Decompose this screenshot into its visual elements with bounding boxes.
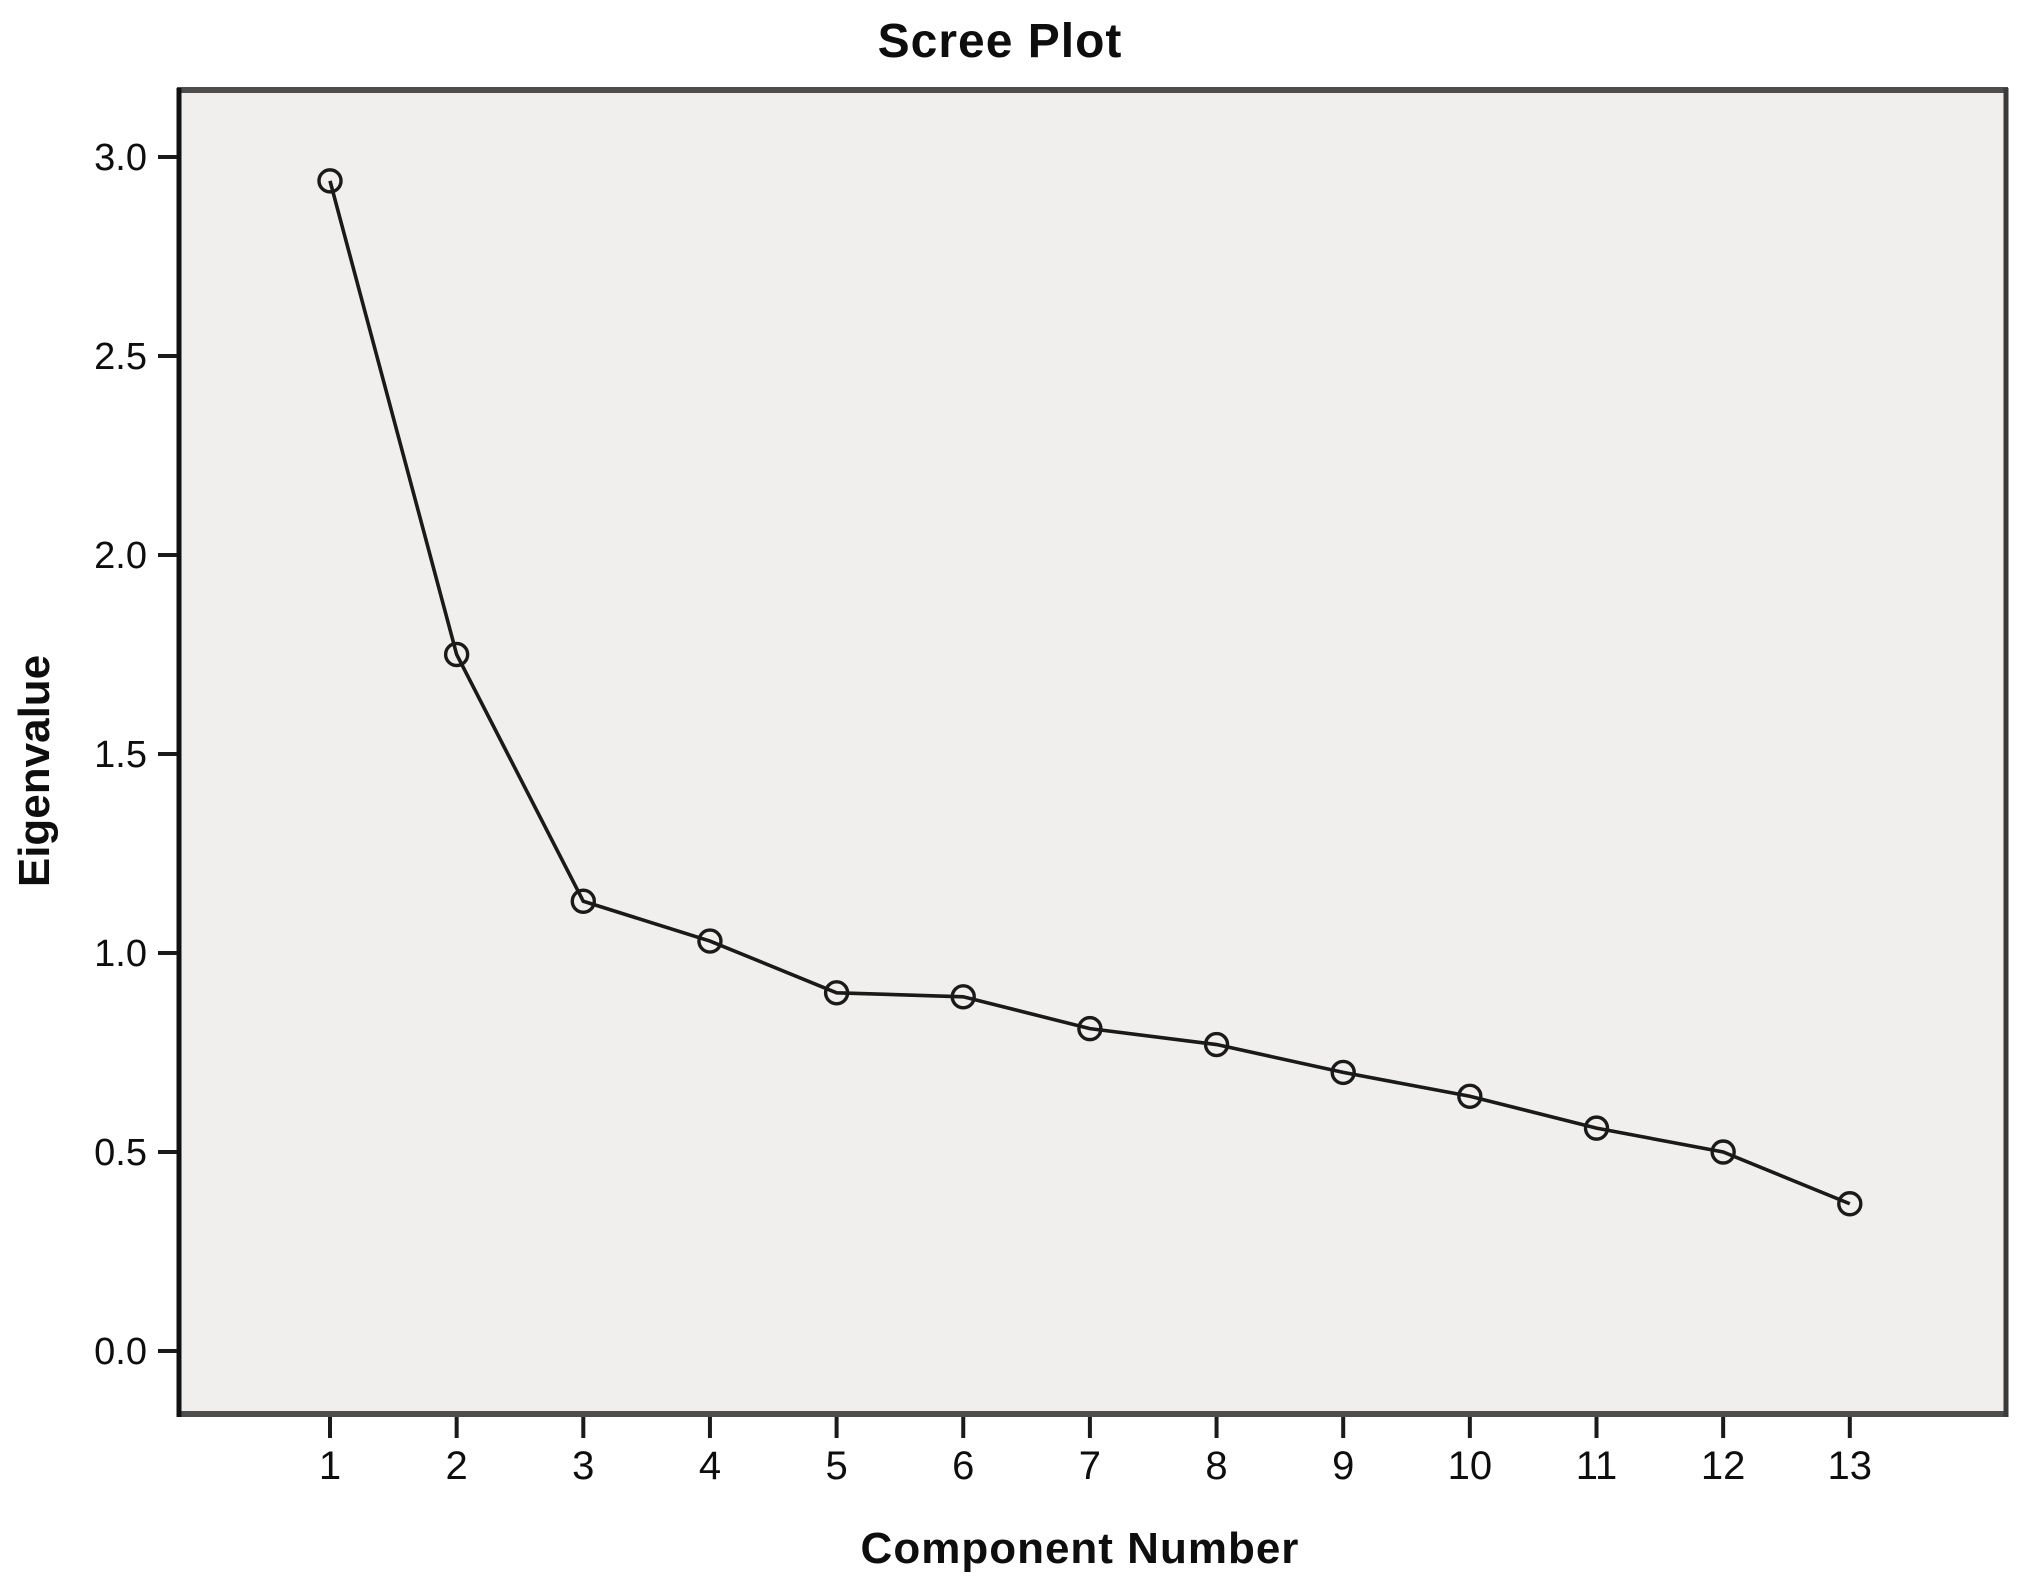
chart-title: Scree Plot xyxy=(877,15,1123,68)
y-tick-label: 3.0 xyxy=(94,137,147,179)
x-tick-label: 11 xyxy=(1576,1444,1618,1488)
x-tick-label: 6 xyxy=(952,1444,974,1488)
data-point-marker xyxy=(1457,1083,1483,1109)
data-point-marker xyxy=(1710,1139,1736,1165)
data-point-marker xyxy=(1837,1191,1863,1217)
y-tick-label: 0.0 xyxy=(94,1331,147,1373)
x-tick-label: 12 xyxy=(1701,1444,1746,1488)
data-point-marker xyxy=(443,641,470,668)
eigenvalue-line xyxy=(328,180,1851,1206)
y-tick-label: 1.0 xyxy=(94,933,147,975)
x-tick-label: 4 xyxy=(699,1444,721,1488)
x-axis-label: Component Number xyxy=(860,1524,1300,1573)
y-tick-label: 0.5 xyxy=(94,1132,147,1174)
y-tick-label: 1.5 xyxy=(94,734,147,776)
data-point-marker xyxy=(1203,1031,1230,1058)
x-tick-label: 9 xyxy=(1332,1444,1354,1488)
data-point-marker xyxy=(823,980,850,1006)
data-point-marker xyxy=(570,888,596,914)
x-tick-label: 7 xyxy=(1079,1444,1101,1488)
data-point-marker xyxy=(1330,1059,1356,1086)
x-tick-label: 2 xyxy=(446,1444,468,1488)
data-point-marker xyxy=(317,168,343,194)
x-tick-label: 5 xyxy=(825,1444,847,1488)
data-point-marker xyxy=(1583,1115,1610,1141)
data-point-marker xyxy=(950,984,976,1010)
x-tick-label: 13 xyxy=(1828,1444,1873,1488)
y-tick-label: 2.5 xyxy=(94,336,147,378)
x-tick-label: 10 xyxy=(1448,1444,1493,1488)
y-tick-label: 2.0 xyxy=(94,535,147,577)
data-point-marker xyxy=(1077,1015,1103,1042)
x-tick-label: 1 xyxy=(319,1444,341,1488)
data-point-marker xyxy=(697,928,723,954)
plot-area xyxy=(177,88,2008,1417)
x-tick-label: 8 xyxy=(1205,1444,1227,1488)
x-tick-label: 3 xyxy=(572,1444,594,1488)
